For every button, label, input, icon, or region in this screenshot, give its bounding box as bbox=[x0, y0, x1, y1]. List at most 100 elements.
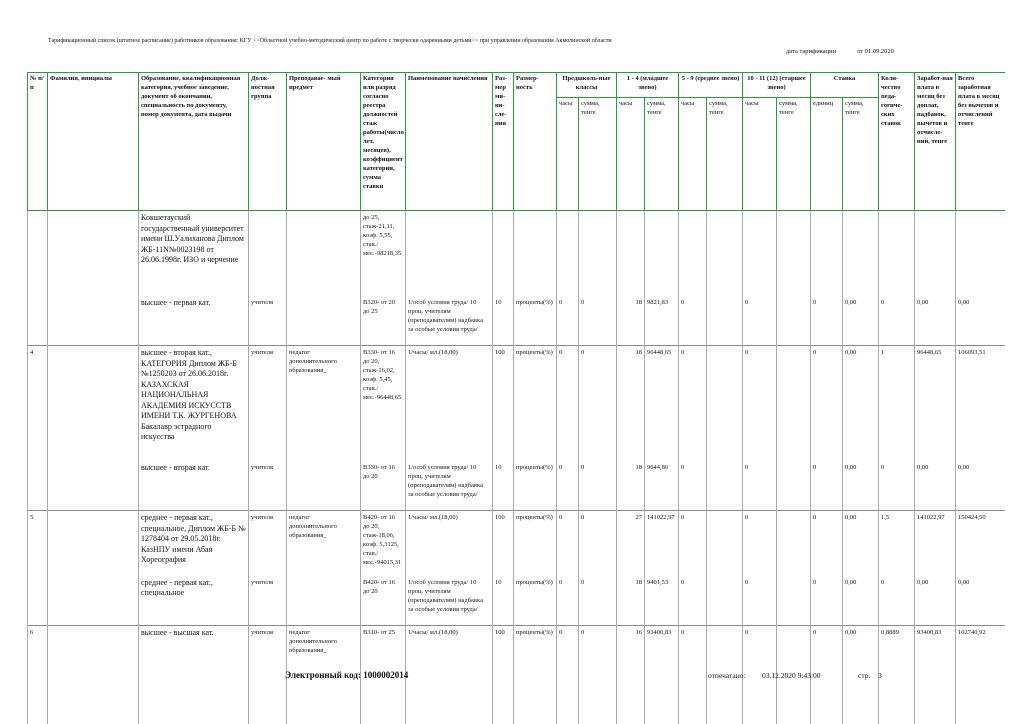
cell bbox=[955, 210, 1005, 296]
column-header: Заработ-ная плата в месяц без доплат, на… bbox=[914, 72, 957, 211]
cell: В330- от 16 до 20 bbox=[360, 460, 406, 511]
column-header: 5 - 9 (среднее звено) bbox=[678, 72, 744, 98]
cell: педагог дополнительного образования_ bbox=[286, 345, 361, 461]
cell bbox=[776, 345, 812, 461]
table-row: 4 высшее - вторая кат., КАТЕГОРИЯ Диплом … bbox=[27, 345, 1005, 461]
cell bbox=[706, 345, 744, 461]
cell: 1/особ условия труда/ 10 проц. учителям … bbox=[405, 295, 493, 346]
cell: учителя bbox=[248, 345, 287, 461]
column-header: Категория или разряд согласно реестра до… bbox=[360, 72, 406, 211]
cell: 0 bbox=[678, 345, 708, 461]
cell bbox=[286, 460, 361, 511]
cell bbox=[878, 210, 916, 296]
cell bbox=[706, 575, 744, 626]
cell: 0 bbox=[556, 625, 579, 724]
cell bbox=[914, 210, 957, 296]
column-header: № п/п bbox=[27, 72, 48, 211]
cell: высшее - вторая кат. bbox=[138, 460, 249, 511]
cell bbox=[286, 210, 361, 296]
cell bbox=[706, 510, 744, 576]
cell: 10 bbox=[492, 460, 514, 511]
cell: проценты(%) bbox=[513, 345, 557, 461]
cell bbox=[776, 510, 812, 576]
cell bbox=[47, 510, 139, 576]
cell: 0 bbox=[678, 295, 708, 346]
cell bbox=[678, 210, 708, 296]
cell bbox=[47, 575, 139, 626]
cell: 1/часы/ мл.(18,00) bbox=[405, 345, 493, 461]
table-row: 5 среднее - первая кат., специальное, Дип… bbox=[27, 510, 1005, 576]
subcolumn-header: сумма, тенге bbox=[776, 97, 812, 211]
cell: 27 bbox=[616, 510, 646, 576]
cell: 0,00 bbox=[955, 575, 1005, 626]
subcolumn-header: сумма, тенге bbox=[706, 97, 744, 211]
cell: 0,00 bbox=[955, 295, 1005, 346]
cell: 96448,65 bbox=[644, 345, 680, 461]
cell bbox=[706, 210, 744, 296]
cell: 0,8889 bbox=[878, 625, 916, 724]
cell: 0,00 bbox=[842, 345, 880, 461]
cell bbox=[842, 210, 880, 296]
cell bbox=[577, 210, 618, 296]
cell: до 25, стаж-21,11, коэф. 5,55, став./мес… bbox=[360, 210, 406, 296]
cell bbox=[492, 210, 514, 296]
cell: учителя bbox=[248, 510, 287, 576]
cell bbox=[27, 575, 48, 626]
cell: 0,00 bbox=[842, 510, 880, 576]
cell: 0,00 bbox=[914, 295, 957, 346]
cell: Кокшетауский государственный университет… bbox=[138, 210, 249, 296]
cell bbox=[513, 210, 557, 296]
cell bbox=[27, 460, 48, 511]
cell: 1/особ условия труда/ 10 проц. учителям … bbox=[405, 575, 493, 626]
cell: 0 bbox=[678, 575, 708, 626]
cell: 0 bbox=[810, 575, 844, 626]
table-row: высшее - вторая кат. учителя В330- от 16 д… bbox=[27, 460, 1005, 511]
cell: 10 bbox=[492, 295, 514, 346]
cell: 96448,65 bbox=[914, 345, 957, 461]
cell: 0 bbox=[577, 345, 618, 461]
cell bbox=[616, 210, 646, 296]
cell bbox=[27, 210, 48, 296]
cell: 0 bbox=[577, 510, 618, 576]
cell: 0 bbox=[810, 625, 844, 724]
cell: 0 bbox=[742, 295, 778, 346]
cell: 6 bbox=[27, 625, 48, 724]
electronic-code: Электронный код: 1000002014 bbox=[285, 670, 409, 680]
cell: учителя bbox=[248, 295, 287, 346]
table-row: высшее - первая кат. учителя В320- от 20 д… bbox=[27, 295, 1005, 346]
cell: 141022,97 bbox=[914, 510, 957, 576]
column-header: Ставка bbox=[810, 72, 880, 98]
cell bbox=[47, 345, 139, 461]
subcolumn-header: часы bbox=[678, 97, 708, 211]
cell: 0 bbox=[678, 510, 708, 576]
cell: 0,00 bbox=[842, 575, 880, 626]
cell bbox=[776, 210, 812, 296]
cell bbox=[286, 295, 361, 346]
cell bbox=[776, 625, 812, 724]
cell: 1 bbox=[878, 345, 916, 461]
cell: 9401,53 bbox=[644, 575, 680, 626]
page-label: стр. bbox=[858, 671, 871, 680]
cell: 0 bbox=[556, 575, 579, 626]
cell: 0 bbox=[577, 460, 618, 511]
cell: 141022,97 bbox=[644, 510, 680, 576]
table-wrap: № п/п Фамилия, инициалы Образование, квали… bbox=[27, 72, 1005, 724]
cell: 0 bbox=[878, 460, 916, 511]
cell bbox=[286, 575, 361, 626]
cell: 0 bbox=[556, 295, 579, 346]
cell: 9644,86 bbox=[644, 460, 680, 511]
cell bbox=[556, 210, 579, 296]
page-number: 3 bbox=[878, 671, 882, 680]
column-header: Долж-ностная группа bbox=[248, 72, 287, 211]
column-header: Коли-чество педа-гогиче-ских ставок bbox=[878, 72, 916, 211]
cell: 0 bbox=[556, 510, 579, 576]
column-header: 10 - 11 (12) (старшее звено) bbox=[742, 72, 812, 98]
cell: 102740,92 bbox=[955, 625, 1005, 724]
cell: 0 bbox=[556, 345, 579, 461]
cell bbox=[810, 210, 844, 296]
cell bbox=[47, 295, 139, 346]
cell: проценты(%) bbox=[513, 295, 557, 346]
cell: 1/особ условия труда/ 10 проц. учителям … bbox=[405, 460, 493, 511]
cell: В420- от 16 до 20 bbox=[360, 575, 406, 626]
